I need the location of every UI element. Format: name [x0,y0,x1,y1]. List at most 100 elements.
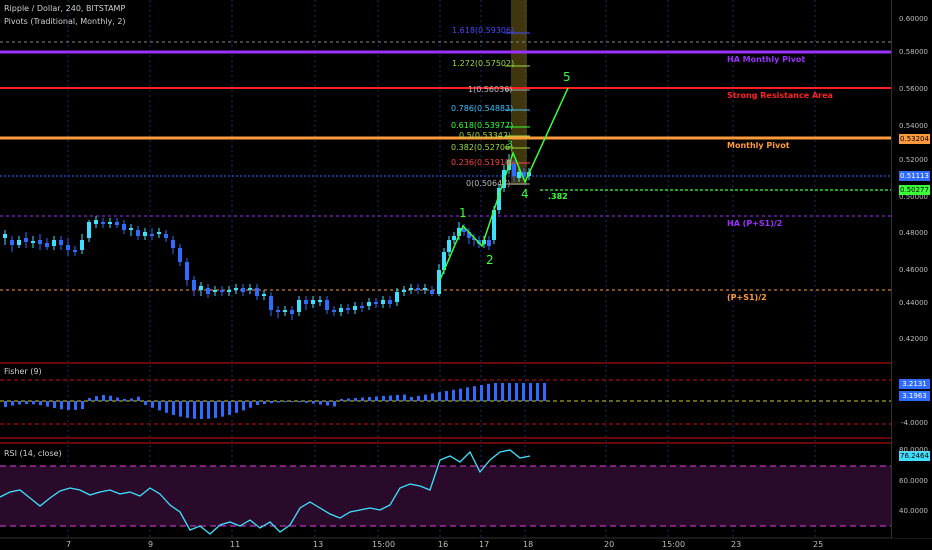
fisher-histogram [4,383,546,419]
candle-body [360,306,364,308]
fisher-bar [319,401,322,405]
candle-body [381,300,385,304]
fib-label: 0.5(0.53342) [459,131,512,140]
candle-body [87,222,91,238]
fisher-bar [270,401,273,404]
wave-label-4: 4 [521,187,529,201]
fisher-bar [186,401,189,418]
candles [3,154,531,320]
candle-body [388,300,392,304]
fib-label: 1.618(0.59306) [452,26,515,35]
time-tick: 18 [523,540,534,549]
monthly-pivot-price-tag: 0.53204 [899,134,930,144]
fisher-bar [396,395,399,401]
wave-label-1: 1 [459,206,467,220]
candle-body [31,241,35,243]
candle-body [492,210,496,240]
candle-body [374,302,378,304]
price-tick: 0.54000 [899,122,928,130]
candle-body [269,296,273,310]
fisher-bar [354,398,357,401]
fisher-bar [452,389,455,401]
fisher-bar [228,401,231,415]
fisher-bar [382,396,385,401]
candle-body [452,236,456,240]
candle-body [101,222,105,224]
fisher-bar [242,401,245,411]
candle-body [10,240,14,245]
fisher-bar [25,401,28,405]
candle-body [108,222,112,224]
candle-body [199,286,203,290]
price-axis[interactable] [891,0,932,538]
fisher-title[interactable]: Fisher (9) [4,367,42,376]
price-tick: 0.60000 [899,15,928,23]
fisher-bar [81,401,84,410]
candle-body [227,290,231,292]
time-tick: 13 [313,540,324,549]
price-tick: 0.44000 [899,299,928,307]
candle-body [122,224,126,230]
price-tick: 0.50000 [899,193,928,201]
fib-label: 1.272(0.57502) [452,59,515,68]
candle-body [255,288,259,296]
symbol-title[interactable]: Ripple / Dollar, 240, BITSTAMP [4,4,126,13]
fisher-tag-1: 3.2131 [899,379,930,389]
fisher-bar [165,401,168,413]
candle-body [276,310,280,312]
rsi-title[interactable]: RSI (14, close) [4,449,62,458]
fisher-bar [67,401,70,410]
candle-body [38,240,42,244]
fib-382-small-label: .382 [548,192,568,201]
rsi-band [0,466,892,526]
fisher-bar [305,401,308,403]
candle-body [143,232,147,236]
fisher-bar [536,383,539,401]
candle-body [325,300,329,310]
time-tick: 15:00 [372,540,396,549]
fisher-bar [88,398,91,401]
fisher-bar [116,397,119,401]
candle-body [73,250,77,252]
candle-body [442,252,446,270]
fib-label: 0.382(0.52706) [451,143,514,152]
fisher-bar [361,397,364,401]
rsi-tick-40: 40.0000 [899,507,928,515]
fisher-bar [39,401,42,406]
fib-label: 0.786(0.54883) [451,104,514,113]
fisher-bar [123,398,126,401]
time-tick: 20 [604,540,615,549]
candle-body [24,238,28,242]
rsi-value-tag: 76.2464 [899,451,930,461]
fisher-bar [473,386,476,401]
time-tick: 7 [66,540,72,549]
candle-body [17,240,21,245]
strong-resistance-label: Strong Resistance Area [727,91,833,100]
fisher-bar [459,388,462,401]
elliott-wave-path [439,87,569,281]
candle-body [234,288,238,290]
fisher-bar [144,401,147,405]
candle-body [339,308,343,312]
candle-body [416,288,420,290]
fisher-bar [501,383,504,401]
fisher-bar [172,401,175,415]
candle-body [367,302,371,306]
candle-body [262,294,266,296]
candle-body [94,220,98,224]
wave-label-3: 3 [507,140,513,150]
pivots-indicator-title[interactable]: Pivots (Traditional, Monthly, 2) [4,17,126,26]
candle-body [115,222,119,225]
fisher-bar [438,392,441,401]
time-tick: 17 [479,540,490,549]
fisher-bar [60,401,63,410]
price-tick: 0.42000 [899,335,928,343]
candle-body [59,240,63,245]
candle-body [129,228,133,230]
time-tick: 25 [813,540,824,549]
fisher-bar [53,401,56,409]
monthly-pivot-label: Monthly Pivot [727,141,790,150]
time-tick: 23 [731,540,742,549]
fisher-bar [158,401,161,411]
